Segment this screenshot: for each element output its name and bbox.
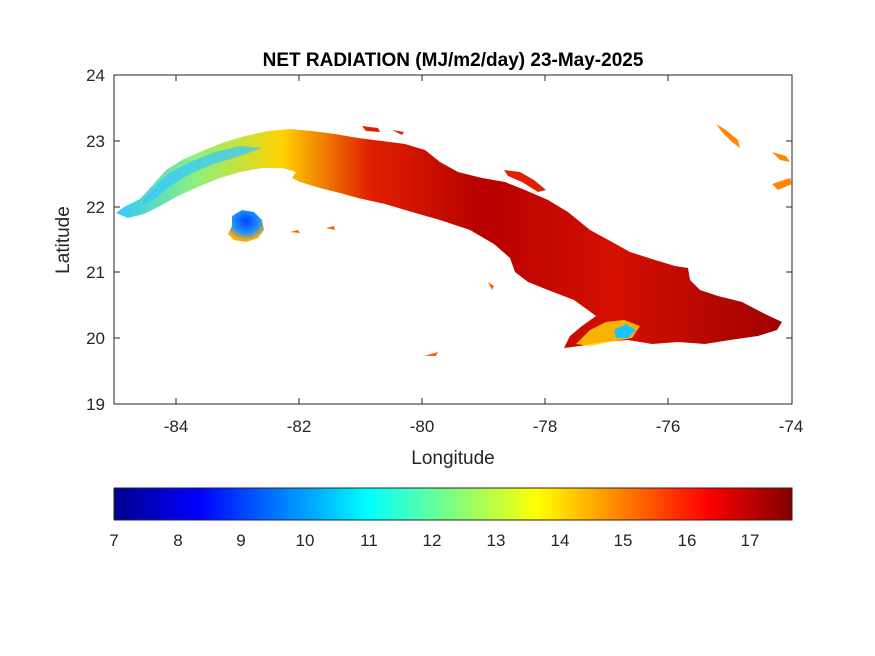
colorbar-tick-label: 13 — [487, 531, 506, 550]
y-axis: 24 23 22 21 20 19 Latitude — [53, 66, 792, 414]
colorbar-tick-label: 9 — [236, 531, 245, 550]
plot-area — [113, 74, 793, 405]
x-tick-label: -74 — [779, 417, 804, 436]
colorbar-tick-label: 7 — [109, 531, 118, 550]
x-tick-label: -82 — [287, 417, 312, 436]
colorbar-tick-label: 17 — [741, 531, 760, 550]
x-tick-label: -80 — [410, 417, 435, 436]
western-low-region — [140, 146, 262, 206]
y-tick-label: 23 — [86, 132, 105, 151]
colorbar-tick-label: 15 — [614, 531, 633, 550]
x-tick-label: -76 — [656, 417, 681, 436]
colorbar-tick-label: 8 — [173, 531, 182, 550]
granma-cyan-spot — [614, 324, 636, 338]
isla-de-la-juventud — [228, 210, 264, 242]
colorbar: 7 8 9 10 11 12 13 14 15 16 17 — [109, 487, 793, 550]
northern-cays — [362, 126, 546, 192]
x-axis-label: Longitude — [411, 448, 494, 469]
chart-title: NET RADIATION (MJ/m2/day) 23-May-2025 — [263, 50, 644, 71]
y-tick-label: 24 — [86, 66, 105, 85]
colorbar-tick-label: 10 — [296, 531, 315, 550]
bahamas-fragments — [716, 124, 792, 190]
colorbar-tick-label: 11 — [360, 531, 378, 550]
y-axis-label: Latitude — [53, 206, 74, 274]
colorbar-gradient — [113, 487, 793, 521]
y-tick-label: 21 — [86, 263, 105, 282]
map-layer — [116, 124, 792, 356]
x-tick-label: -84 — [164, 417, 189, 436]
cuba-main-island — [116, 129, 782, 348]
colorbar-tick-label: 16 — [678, 531, 697, 550]
y-tick-label: 20 — [86, 329, 105, 348]
x-tick-label: -78 — [533, 417, 558, 436]
colorbar-tick-label: 14 — [551, 531, 570, 550]
colorbar-tick-label: 12 — [423, 531, 442, 550]
x-axis: -84 -82 -80 -78 -76 -74 Longitude — [164, 75, 804, 469]
y-tick-label: 22 — [86, 198, 105, 217]
y-tick-label: 19 — [86, 395, 105, 414]
